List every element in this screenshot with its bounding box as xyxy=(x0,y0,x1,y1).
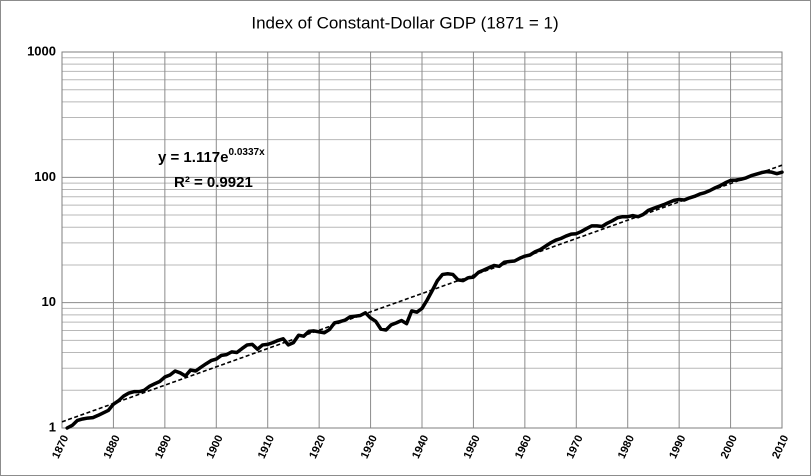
equation-exponent: 0.0337x xyxy=(229,147,266,158)
y-tick-label: 1000 xyxy=(27,43,56,58)
r-squared: R² = 0.9921 xyxy=(174,174,253,191)
chart-title: Index of Constant-Dollar GDP (1871 = 1) xyxy=(251,13,558,32)
trend-equation: y = 1.117e0.0337x xyxy=(158,147,265,166)
equation-text: y = 1.117e xyxy=(158,149,229,166)
y-tick-label: 10 xyxy=(42,294,56,309)
y-tick-label: 1 xyxy=(49,419,56,434)
plot-area xyxy=(61,51,783,429)
trendline xyxy=(61,164,783,423)
y-tick-label: 100 xyxy=(34,169,56,184)
data-line xyxy=(65,169,784,430)
